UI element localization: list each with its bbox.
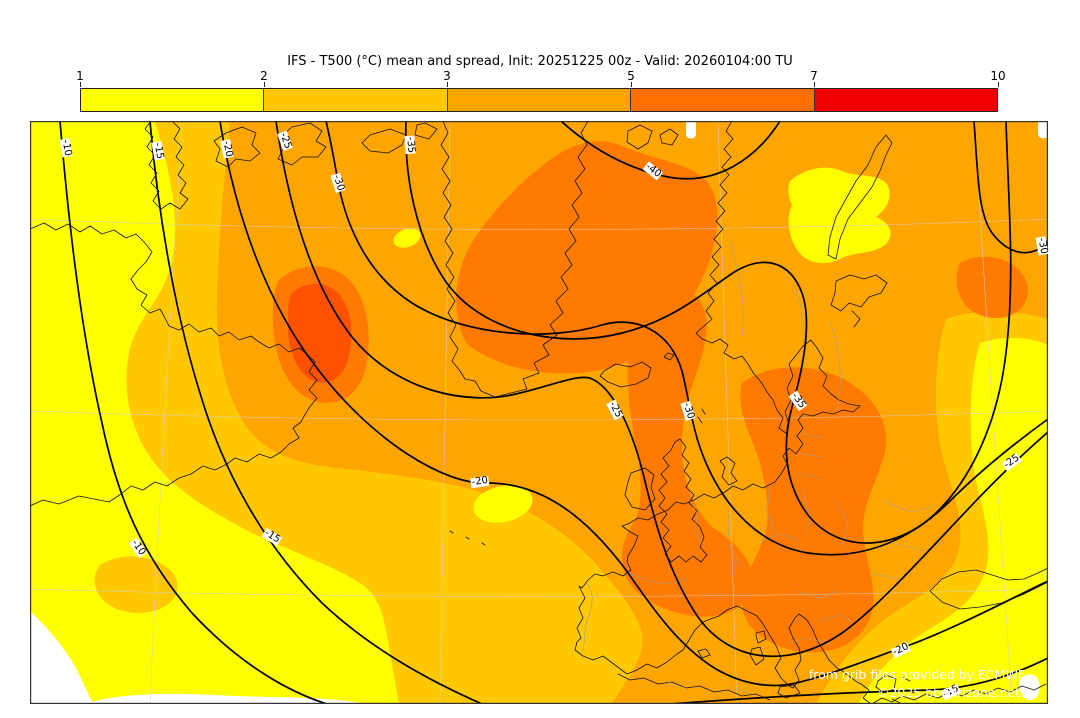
coast-uk <box>658 438 708 563</box>
contour-label: -25 <box>606 399 625 421</box>
coast-iceland <box>599 361 652 388</box>
coast-denmark <box>719 456 738 486</box>
coast-greece <box>875 674 915 704</box>
coast-greenland <box>440 121 589 398</box>
coast-black-sea <box>929 567 1048 610</box>
coast-kola <box>830 274 888 328</box>
colorbar <box>80 88 998 112</box>
colorbar-tick-mark <box>264 82 265 87</box>
colorbar-tick-label-10: 10 <box>990 69 1006 83</box>
contour-minus25 <box>275 121 1048 658</box>
colorbar-tick-mark <box>447 82 448 87</box>
colorbar-segment-2-3 <box>264 89 448 111</box>
coast-scandinavia <box>695 121 861 493</box>
contour-label: -10 <box>59 138 74 158</box>
contour-labels-layer: -10 -15 -20 -25 -30 -35 -40 -30 -25 -30 -35 -25 -20 -… <box>30 121 1050 704</box>
colorbar-segment-1-2 <box>81 89 265 111</box>
colorbar-tick-label-3: 3 <box>443 69 451 83</box>
colorbar-tick-mark <box>80 82 81 87</box>
colorbar-tick-mark <box>631 82 632 87</box>
colorbar-tick-label-2: 2 <box>260 69 268 83</box>
coast-canada <box>30 222 318 507</box>
graticule-layer <box>30 121 1048 704</box>
weather-map-svg <box>30 121 1048 704</box>
colorbar-tick-label-1: 1 <box>76 69 84 83</box>
contour-layer <box>59 121 1048 704</box>
contour-label: -10 <box>128 537 148 559</box>
contour-minus10 <box>59 121 328 704</box>
contour-minus15-southeast <box>669 657 1048 704</box>
colorbar-segment-7-10 <box>814 89 998 111</box>
coast-svalbard <box>626 124 679 150</box>
contour-label: -30 <box>680 400 697 422</box>
colorbar-tick-mark <box>998 82 999 87</box>
contour-minus35 <box>404 121 1012 544</box>
contour-minus30-east <box>973 121 1048 254</box>
contour-label: -15 <box>261 527 283 547</box>
coast-europe <box>574 491 872 704</box>
contour-label: -35 <box>788 390 808 412</box>
colorbar-tick-label-5: 5 <box>627 69 635 83</box>
contour-label: -40 <box>642 161 664 181</box>
contour-label: -20 <box>470 474 490 489</box>
coast-novaya-zemlya <box>827 134 893 260</box>
spread-fill-layer <box>30 121 1048 704</box>
contour-label: -35 <box>404 135 417 155</box>
coast-arctic-islands <box>144 121 438 210</box>
contour-minus15 <box>149 121 483 704</box>
attribution-line1: from grib files provided by ECMWF <box>808 667 1025 682</box>
map-panel: -10 -15 -20 -25 -30 -35 -40 -30 -25 -30 -35 -25 -20 -… <box>30 121 1050 704</box>
coast-ireland <box>624 467 656 511</box>
contour-label: -20 <box>890 641 912 659</box>
country-border-layer <box>581 240 945 695</box>
colorbar-segment-3-5 <box>447 89 632 111</box>
colorbar-tick-mark <box>814 82 815 87</box>
contour-label: -20 <box>220 138 235 160</box>
coast-small-islands <box>449 352 706 546</box>
contour-label: -15 <box>151 141 166 161</box>
contour-minus40 <box>560 121 781 180</box>
chart-title: IFS - T500 (°C) mean and spread, Init: 2… <box>287 54 793 69</box>
contour-label: -30 <box>330 172 347 194</box>
colorbar-tick-label-7: 7 <box>810 69 818 83</box>
attribution-line2: ©2025 bb@irizone.net <box>876 685 1020 700</box>
contour-label: -30 <box>1035 236 1050 256</box>
contour-minus20 <box>219 121 1048 687</box>
contour-label: -25 <box>277 130 294 152</box>
colorbar-segment-5-7 <box>631 89 815 111</box>
map-frame <box>30 121 1048 704</box>
contour-label: -25 <box>1001 452 1023 472</box>
